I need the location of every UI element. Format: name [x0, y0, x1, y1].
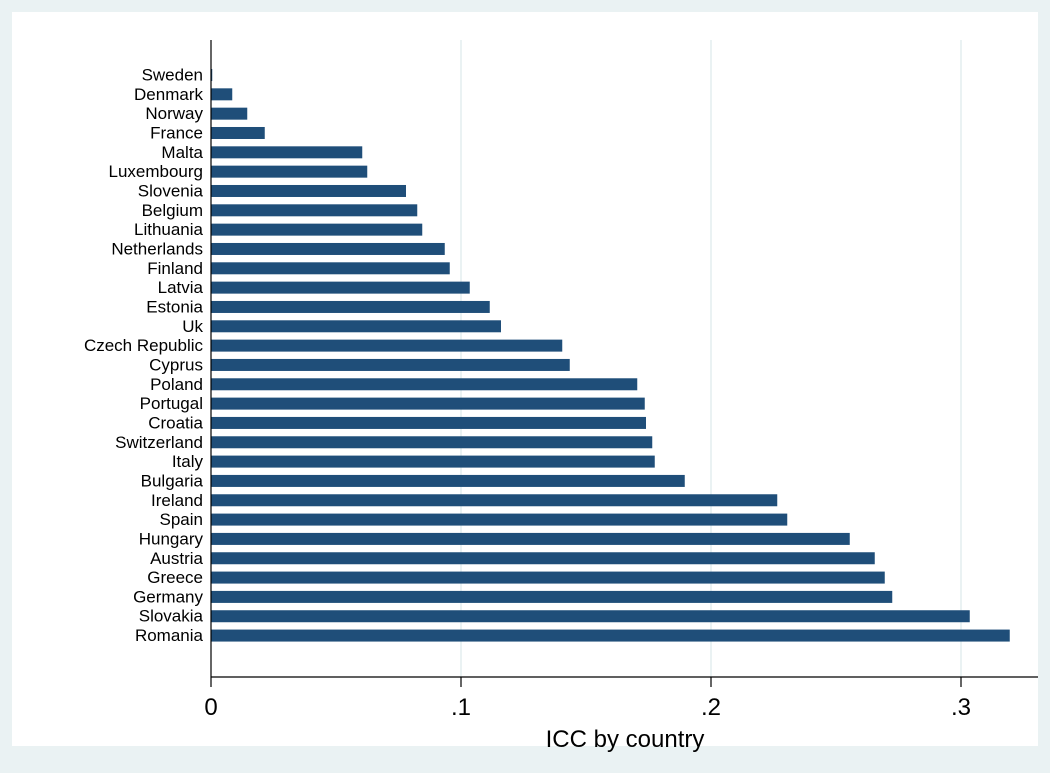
category-label: Sweden: [142, 66, 203, 85]
category-label: Belgium: [142, 201, 203, 220]
bar: [211, 571, 885, 584]
bar: [211, 552, 875, 565]
category-label: France: [150, 123, 203, 142]
bar: [211, 146, 363, 159]
category-label: Latvia: [158, 278, 204, 297]
category-label: Hungary: [139, 529, 204, 548]
bar: [211, 436, 653, 449]
category-label: Austria: [150, 549, 203, 568]
bar: [211, 126, 265, 139]
x-tick-label: .2: [701, 694, 721, 721]
category-label: Lithuania: [134, 220, 204, 239]
gridlines: [460, 40, 962, 677]
category-label: Norway: [145, 104, 203, 123]
x-tick-label: .1: [451, 694, 471, 721]
bar: [211, 300, 490, 313]
category-label: Croatia: [148, 413, 203, 432]
bars: [211, 69, 1010, 642]
category-label: Slovakia: [139, 607, 204, 626]
bar: [211, 610, 970, 623]
bar: [211, 629, 1010, 642]
bar: [211, 339, 563, 352]
category-label: Malta: [161, 143, 203, 162]
bar: [211, 281, 470, 294]
axes: [210, 40, 1038, 678]
bar: [211, 88, 233, 101]
bar: [211, 262, 450, 275]
category-label: Bulgaria: [141, 471, 204, 490]
bar: [211, 204, 418, 217]
category-label: Finland: [147, 259, 203, 278]
category-label: Poland: [150, 375, 203, 394]
bar: [211, 223, 423, 236]
bar: [211, 590, 893, 603]
x-tick-label: 0: [204, 694, 217, 721]
bar: [211, 358, 570, 371]
category-label: Italy: [172, 452, 204, 471]
category-label: Denmark: [134, 85, 203, 104]
bar: [211, 165, 368, 178]
bar: [211, 184, 406, 197]
bar: [211, 474, 685, 487]
bar: [211, 532, 850, 545]
category-label: Greece: [147, 568, 203, 587]
x-tick-label: .3: [951, 694, 971, 721]
category-label: Slovenia: [138, 181, 204, 200]
category-label: Uk: [182, 317, 203, 336]
bar: [211, 107, 248, 120]
bar: [211, 320, 501, 333]
category-label: Ireland: [151, 491, 203, 510]
category-label: Netherlands: [111, 239, 203, 258]
category-label: Switzerland: [115, 433, 203, 452]
category-label: Luxembourg: [108, 162, 203, 181]
category-label: Estonia: [146, 297, 203, 316]
bar: [211, 513, 788, 526]
category-label: Czech Republic: [84, 336, 204, 355]
x-tick-labels: 0 .1 .2 .3: [204, 677, 971, 721]
bar: [211, 397, 645, 410]
bar: [211, 455, 655, 468]
category-labels: SwedenDenmarkNorwayFranceMaltaLuxembourg…: [84, 66, 204, 646]
category-label: Portugal: [140, 394, 203, 413]
category-label: Spain: [160, 510, 203, 529]
x-axis-title: ICC by country: [546, 726, 705, 753]
category-label: Germany: [133, 587, 203, 606]
category-label: Cyprus: [149, 355, 203, 374]
bar: [211, 416, 646, 429]
category-label: Romania: [135, 626, 204, 645]
bar: [211, 378, 638, 391]
bar: [211, 242, 445, 255]
bar: [211, 494, 778, 507]
bar: [211, 69, 213, 81]
